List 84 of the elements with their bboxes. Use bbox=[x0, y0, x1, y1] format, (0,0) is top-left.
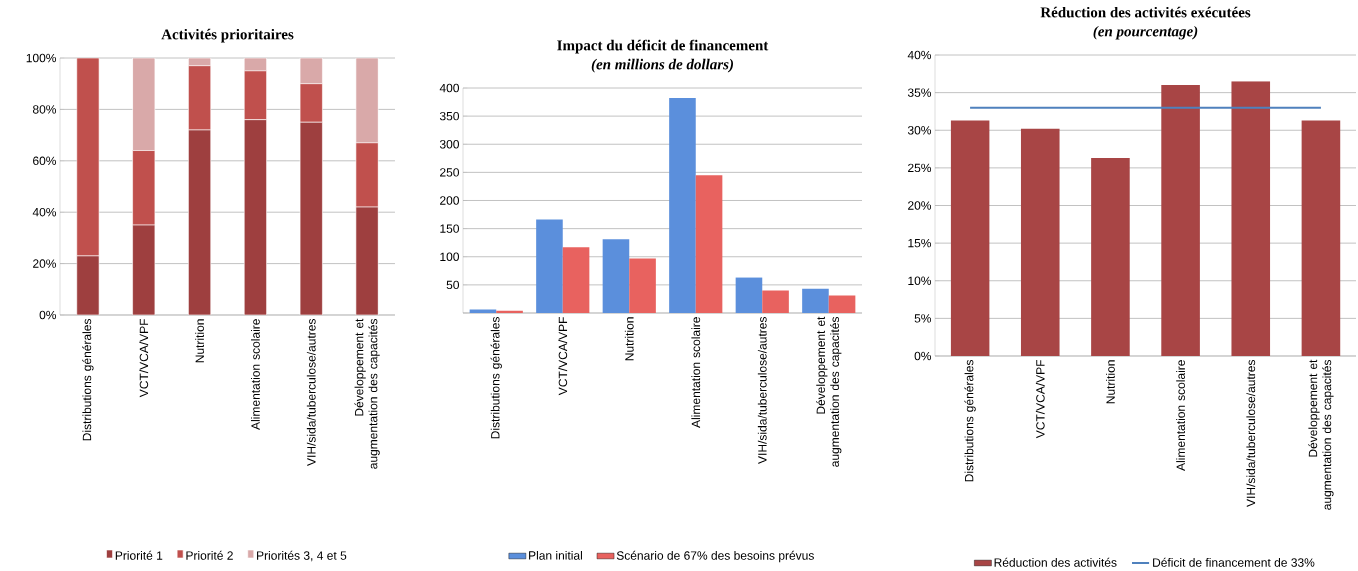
x-tick-label: VCT/VCA/VPF bbox=[1035, 360, 1045, 439]
x-tick-label: VCT/VCA/VPF bbox=[558, 317, 568, 396]
bar bbox=[536, 219, 563, 313]
y-tick-label: 100% bbox=[26, 53, 57, 63]
y-tick-label: 20% bbox=[908, 201, 932, 210]
bar bbox=[299, 121, 323, 315]
chart-title: Activités prioritaires bbox=[161, 28, 294, 43]
bar bbox=[802, 288, 829, 313]
legend-label: Priorités 3, 4 et 5 bbox=[257, 550, 347, 562]
y-tick-label: 40% bbox=[907, 50, 932, 60]
bar bbox=[132, 224, 156, 315]
chart-subtitle: (en pourcentage) bbox=[1093, 25, 1198, 40]
y-tick-label: 350 bbox=[439, 111, 460, 121]
x-tick-label: VIH/sida/tuberculose/autres bbox=[757, 316, 767, 464]
bar bbox=[1301, 120, 1341, 356]
y-tick-label: 50 bbox=[446, 280, 460, 290]
y-tick-label: 250 bbox=[440, 168, 460, 177]
bar bbox=[188, 129, 212, 315]
bar bbox=[669, 98, 696, 313]
y-tick-label: 0% bbox=[39, 310, 57, 320]
x-tick-label: VIH/sida/tuberculose/autres bbox=[306, 318, 316, 466]
legend-label: Réduction des activités bbox=[994, 557, 1117, 567]
legend-label: Déficit de financement de 33% bbox=[1153, 557, 1315, 567]
bar bbox=[629, 258, 656, 313]
x-tick-label: Alimentation scolaire bbox=[1176, 360, 1185, 471]
chart-subtitle: (en millions de dollars) bbox=[591, 58, 734, 73]
legend-label: Priorité 1 bbox=[115, 550, 163, 560]
bar bbox=[76, 58, 100, 257]
bar bbox=[602, 239, 630, 313]
bar bbox=[76, 255, 100, 315]
x-tick-label: Nutrition bbox=[195, 319, 204, 363]
bar bbox=[695, 175, 723, 313]
y-tick-label: 100 bbox=[440, 252, 460, 261]
x-tick-label: Distributions générales bbox=[490, 317, 502, 439]
y-tick-label: 400 bbox=[439, 83, 460, 93]
x-tick-label: Distributions générales bbox=[964, 360, 976, 482]
bar bbox=[299, 83, 323, 123]
legend-label: Scénario de 67% des besoins prévus bbox=[616, 550, 814, 563]
x-tick-label: VCT/VCA/VPF bbox=[139, 319, 149, 398]
y-tick-label: 10% bbox=[908, 276, 932, 285]
bar bbox=[950, 120, 990, 356]
y-tick-label: 150 bbox=[440, 224, 460, 233]
x-tick-label: Développement et augmentation des capacités bbox=[816, 316, 842, 467]
bar bbox=[243, 70, 267, 120]
y-tick-label: 80% bbox=[32, 105, 57, 114]
bar bbox=[188, 65, 212, 131]
y-tick-label: 25% bbox=[908, 163, 932, 173]
bar bbox=[562, 247, 590, 313]
bar bbox=[243, 119, 267, 315]
bar bbox=[762, 290, 789, 313]
chart-title: Réduction des activités exécutées bbox=[1040, 6, 1251, 18]
chart-title: Impact du déficit de financement bbox=[557, 39, 769, 54]
x-tick-label: Nutrition bbox=[624, 317, 634, 361]
bar bbox=[1231, 81, 1271, 356]
legend-label: Priorité 2 bbox=[186, 550, 233, 560]
bar bbox=[1091, 158, 1130, 356]
bar bbox=[735, 277, 763, 313]
x-tick-label: Alimentation scolaire bbox=[251, 319, 260, 430]
y-tick-label: 200 bbox=[440, 196, 460, 205]
y-tick-label: 15% bbox=[908, 238, 932, 248]
y-tick-label: 30% bbox=[907, 126, 932, 135]
x-tick-label: Nutrition bbox=[1106, 360, 1115, 404]
x-tick-label: Alimentation scolaire bbox=[691, 317, 701, 428]
bar bbox=[355, 206, 379, 315]
x-tick-label: Développement et augmentation des capacités bbox=[1308, 359, 1334, 510]
x-tick-label: Développement et augmentation des capacités bbox=[354, 318, 380, 469]
bar bbox=[1020, 128, 1060, 356]
bar bbox=[1161, 85, 1200, 356]
y-tick-label: 20% bbox=[33, 259, 57, 268]
bar bbox=[828, 295, 856, 313]
y-tick-label: 300 bbox=[439, 140, 460, 149]
bar bbox=[355, 142, 379, 208]
y-tick-label: 0% bbox=[914, 351, 932, 361]
y-tick-label: 35% bbox=[907, 88, 932, 97]
x-tick-label: VIH/sida/tuberculose/autres bbox=[1246, 359, 1256, 507]
y-tick-label: 60% bbox=[33, 156, 57, 166]
x-tick-label: Distributions générales bbox=[82, 319, 94, 441]
y-tick-label: 40% bbox=[32, 207, 57, 217]
bar bbox=[132, 58, 156, 151]
y-tick-label: 5% bbox=[914, 314, 932, 323]
bar bbox=[355, 58, 379, 144]
bar bbox=[132, 150, 156, 226]
bar bbox=[496, 310, 523, 313]
legend-label: Plan initial bbox=[529, 550, 582, 560]
